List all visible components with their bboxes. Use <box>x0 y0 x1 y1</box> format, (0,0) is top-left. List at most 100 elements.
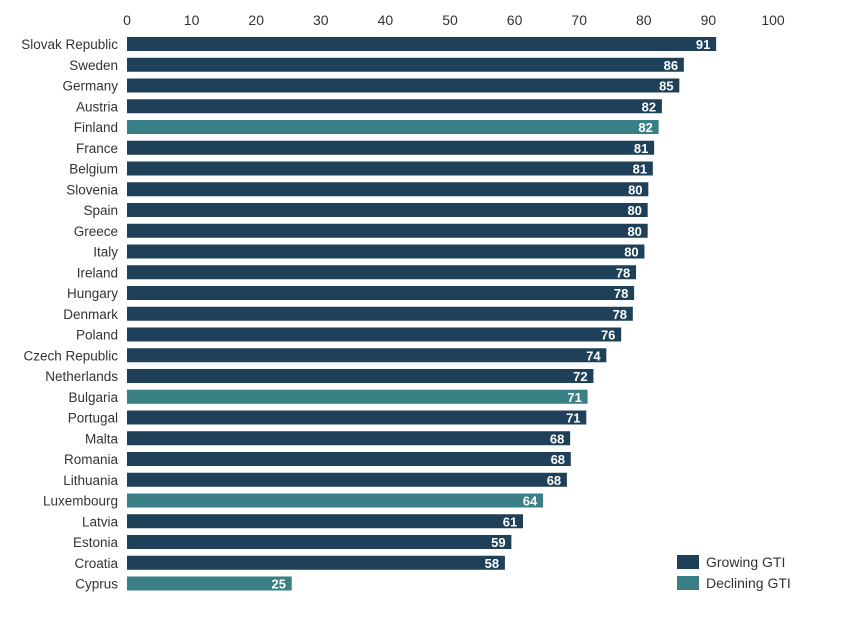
category-label: Croatia <box>74 556 118 571</box>
category-label: Ireland <box>77 265 118 280</box>
bar-value-label: 68 <box>550 431 564 446</box>
bar <box>127 182 649 197</box>
bar <box>127 140 655 155</box>
x-tick-label: 10 <box>184 12 200 28</box>
legend-label-declining: Declining GTI <box>706 575 791 591</box>
category-label: Slovak Republic <box>21 37 118 52</box>
x-tick-label: 20 <box>248 12 264 28</box>
x-tick-label: 70 <box>571 12 587 28</box>
category-label: Slovenia <box>66 182 118 197</box>
x-tick-label: 0 <box>123 12 131 28</box>
bar-value-label: 81 <box>634 141 648 156</box>
category-label: Germany <box>62 79 118 94</box>
x-tick-label: 100 <box>761 12 785 28</box>
bar-value-label: 80 <box>627 224 641 239</box>
bar <box>127 348 607 363</box>
bar <box>127 161 653 176</box>
category-label: France <box>76 141 118 156</box>
bar <box>127 472 567 487</box>
bar <box>127 78 680 93</box>
bar-value-label: 82 <box>638 120 652 135</box>
bar-value-label: 68 <box>551 452 565 467</box>
category-label: Lithuania <box>63 473 118 488</box>
bar <box>127 203 648 217</box>
category-label: Romania <box>64 452 119 467</box>
category-label: Finland <box>74 120 118 135</box>
category-label: Italy <box>93 245 118 260</box>
category-label: Spain <box>83 203 118 218</box>
bar-value-label: 71 <box>567 390 581 405</box>
bar <box>127 120 659 134</box>
category-label: Latvia <box>82 514 119 529</box>
x-tick-label: 90 <box>701 12 717 28</box>
bar-value-label: 64 <box>523 494 538 509</box>
x-axis-ticks: 0 10 20 30 40 50 60 70 80 90 100 <box>123 12 785 28</box>
legend-swatch-growing <box>677 555 699 569</box>
bar <box>127 431 571 446</box>
bar-value-label: 58 <box>485 556 499 571</box>
bar-value-label: 91 <box>696 37 710 52</box>
bar-value-label: 86 <box>664 58 678 73</box>
bar <box>127 57 684 72</box>
bar <box>127 37 717 51</box>
bar <box>127 306 633 321</box>
bar-value-label: 74 <box>586 348 601 363</box>
category-label: Denmark <box>63 307 118 322</box>
category-label: Czech Republic <box>23 348 118 363</box>
bar <box>127 244 645 259</box>
legend-label-growing: Growing GTI <box>706 554 785 570</box>
category-label: Estonia <box>73 535 119 550</box>
category-label: Bulgaria <box>68 390 118 405</box>
bar-value-label: 71 <box>566 411 580 426</box>
x-tick-label: 50 <box>442 12 458 28</box>
bar <box>127 327 622 342</box>
category-label: Austria <box>76 99 119 114</box>
bar <box>127 452 571 466</box>
x-tick-label: 30 <box>313 12 329 28</box>
bar-value-label: 85 <box>659 79 673 94</box>
bar-value-label: 78 <box>614 286 628 301</box>
bar-value-label: 61 <box>503 514 517 529</box>
bar-value-label: 80 <box>627 203 641 218</box>
bar-value-label: 78 <box>616 265 630 280</box>
bar-value-label: 76 <box>601 328 615 343</box>
bar <box>127 369 594 383</box>
category-label: Poland <box>76 328 118 343</box>
bar-value-label: 25 <box>271 577 285 592</box>
category-label: Cyprus <box>75 577 118 592</box>
bar-value-label: 59 <box>491 535 505 550</box>
category-label: Sweden <box>69 58 118 73</box>
bar <box>127 535 512 549</box>
bar <box>127 410 587 425</box>
bar-value-label: 72 <box>573 369 587 384</box>
bars: Slovak Republic 91 Sweden 86 Germany 85 Austri… <box>21 37 717 592</box>
category-label: Greece <box>74 224 118 239</box>
bar <box>127 286 635 300</box>
legend: Growing GTI Declining GTI <box>677 554 791 591</box>
bar <box>127 389 588 404</box>
legend-swatch-declining <box>677 576 699 590</box>
category-label: Luxembourg <box>43 494 118 509</box>
category-label: Belgium <box>69 162 118 177</box>
bar <box>127 514 523 529</box>
bar <box>127 265 637 280</box>
bar-value-label: 78 <box>613 307 627 322</box>
category-label: Netherlands <box>45 369 118 384</box>
bar <box>127 99 662 114</box>
bar-value-label: 80 <box>628 182 642 197</box>
bar-value-label: 82 <box>642 99 656 114</box>
bar <box>127 576 292 591</box>
bar <box>127 223 648 238</box>
x-tick-label: 40 <box>378 12 394 28</box>
x-tick-label: 80 <box>636 12 652 28</box>
category-label: Portugal <box>68 411 118 426</box>
bar <box>127 493 544 508</box>
bar-value-label: 80 <box>624 245 638 260</box>
bar <box>127 555 505 570</box>
x-tick-label: 60 <box>507 12 523 28</box>
bar-value-label: 81 <box>633 162 647 177</box>
category-label: Hungary <box>67 286 118 301</box>
category-label: Malta <box>85 431 119 446</box>
bar-value-label: 68 <box>547 473 561 488</box>
